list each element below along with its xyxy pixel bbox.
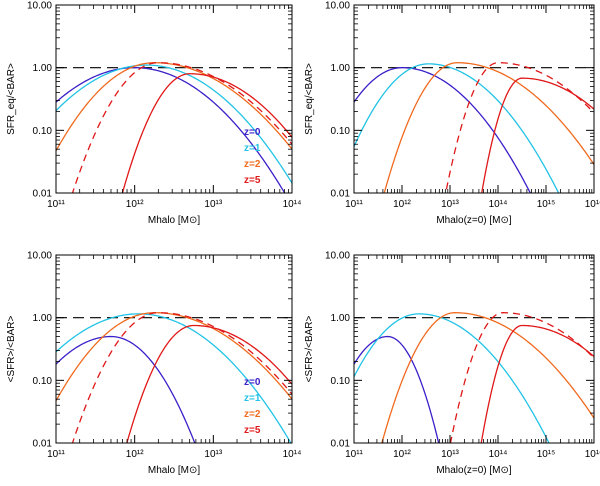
y-tick-label: 0.10: [331, 376, 351, 387]
legend-item-z0: z=0: [244, 127, 261, 138]
x-axis-label: Mhalo [M⊙]: [148, 465, 201, 476]
legend: z=0 z=1 z=2 z=5: [244, 377, 261, 436]
x-tick-label: 10¹¹: [47, 199, 65, 210]
series-line-z5: [121, 73, 292, 193]
series-line-z5: [481, 77, 594, 193]
series-line-z5-dashed: [71, 62, 292, 193]
series-group: [56, 62, 292, 193]
panel-bottom-left: 10¹¹ 10¹² 10¹³ 10¹⁴ 10.00 1.00 0.10 0.01 Mhalo […: [6, 251, 301, 477]
y-tick-label: 1.00: [33, 63, 53, 74]
x-axis-label: Mhalo(z=0) [M⊙]: [436, 465, 512, 476]
y-axis-label: <SFR>/<BAR>: [304, 315, 315, 382]
x-tick-label: 10¹⁵: [537, 449, 556, 460]
y-tick-label: 10.00: [325, 251, 350, 262]
y-axis-label: SFR_eq/<BAR>: [6, 63, 17, 135]
series-group: [354, 62, 594, 193]
legend-item-z5: z=5: [244, 425, 261, 436]
x-tick-label: 10¹³: [441, 449, 459, 460]
legend: z=0 z=1 z=2 z=5: [244, 127, 261, 186]
x-tick-label: 10¹³: [204, 449, 222, 460]
x-tick-label: 10¹⁶: [585, 199, 600, 210]
series-line-z2: [383, 62, 594, 193]
y-tick-label: 0.10: [33, 126, 53, 137]
series-group: [56, 312, 292, 443]
series-line-z1: [56, 313, 292, 443]
series-line-z1: [354, 313, 550, 443]
series-line-z0: [354, 67, 532, 193]
x-tick-label: 10¹⁴: [489, 449, 508, 460]
legend-item-z1: z=1: [244, 393, 261, 404]
legend-item-z0: z=0: [244, 377, 261, 388]
x-tick-label: 10¹⁴: [283, 449, 302, 460]
x-tick-label: 10¹⁴: [283, 199, 302, 210]
series-line-z0: [56, 335, 196, 443]
y-tick-label: 0.01: [33, 439, 53, 450]
legend-item-z2: z=2: [244, 409, 261, 420]
series-line-z1: [354, 63, 560, 193]
panel-top-right: 10¹¹ 10¹² 10¹³ 10¹⁴ 10¹⁵ 10¹⁶ 10.00 1.00 0.10 0.0…: [304, 1, 600, 227]
plot-frame: [55, 254, 293, 444]
x-axis-label: Mhalo [M⊙]: [148, 215, 201, 226]
y-axis-label: SFR_eq/<BAR>: [304, 63, 315, 135]
y-tick-label: 0.10: [331, 126, 351, 137]
x-tick-label: 10¹²: [126, 449, 144, 460]
x-tick-label: 10¹⁴: [489, 199, 508, 210]
y-tick-label: 10.00: [27, 1, 52, 12]
series-line-z0: [354, 335, 440, 443]
x-tick-label: 10¹²: [393, 199, 411, 210]
x-tick-label: 10¹¹: [47, 449, 65, 460]
y-tick-label: 0.10: [33, 376, 53, 387]
x-tick-label: 10¹¹: [345, 449, 363, 460]
y-tick-label: 1.00: [33, 313, 53, 324]
x-tick-label: 10¹³: [441, 199, 459, 210]
y-tick-label: 0.01: [33, 189, 53, 200]
y-tick-label: 0.01: [331, 189, 351, 200]
legend-item-z5: z=5: [244, 175, 261, 186]
series-line-z5: [480, 324, 594, 443]
x-tick-label: 10¹¹: [345, 199, 363, 210]
x-axis-label: Mhalo(z=0) [M⊙]: [436, 215, 512, 226]
legend-item-z1: z=1: [244, 143, 261, 154]
y-tick-label: 1.00: [331, 63, 351, 74]
panel-top-left: 10¹¹ 10¹² 10¹³ 10¹⁴ 10.00 1.00 0.10 0.01 Mhalo […: [6, 1, 301, 227]
y-tick-label: 1.00: [331, 313, 351, 324]
legend-item-z2: z=2: [244, 159, 261, 170]
series-line-z1: [56, 64, 292, 184]
series-line-z0: [56, 67, 286, 193]
x-tick-label: 10¹⁵: [537, 199, 556, 210]
plot-frame: [55, 4, 293, 194]
x-tick-label: 10¹⁶: [585, 449, 600, 460]
series-group: [354, 312, 594, 443]
series-line-z2: [381, 312, 594, 443]
y-tick-label: 0.01: [331, 439, 351, 450]
series-line-z5-dashed: [71, 312, 292, 443]
y-axis-label: <SFR>/<BAR>: [6, 315, 17, 382]
x-tick-label: 10¹³: [204, 199, 222, 210]
y-tick-label: 10.00: [325, 1, 350, 12]
x-tick-label: 10¹²: [126, 199, 144, 210]
plot-frame: [353, 4, 595, 194]
plot-frame: [353, 254, 595, 444]
y-tick-label: 10.00: [27, 251, 52, 262]
series-line-z5: [126, 324, 292, 443]
panel-bottom-right: 10¹¹ 10¹² 10¹³ 10¹⁴ 10¹⁵ 10¹⁶ 10.00 1.00 0.10 0.0…: [304, 251, 600, 477]
x-tick-label: 10¹²: [393, 449, 411, 460]
